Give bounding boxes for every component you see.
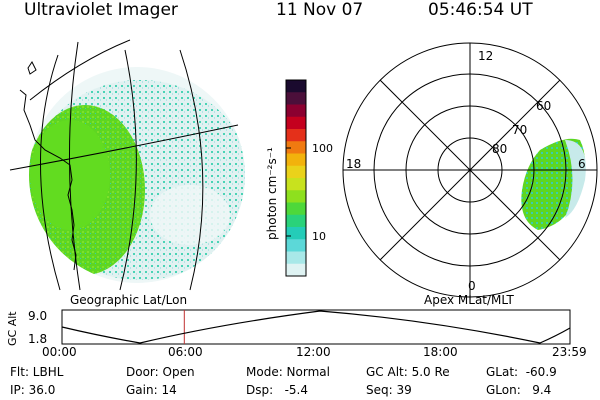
colorbar-band <box>286 202 306 216</box>
colorbar-band <box>286 80 306 93</box>
colorbar-band <box>286 153 306 167</box>
geographic-map <box>9 39 245 291</box>
info-ip: IP: 36.0 <box>10 383 56 397</box>
mlt-label-12: 12 <box>478 49 493 63</box>
altitude-plot: GC Alt 9.0 1.8 <box>6 309 571 346</box>
colorbar-band <box>286 92 306 105</box>
colorbar-band <box>286 227 306 240</box>
lat-label-70: 70 <box>512 123 527 137</box>
info-gain: Gain: 14 <box>126 383 177 397</box>
xtick-2: 12:00 <box>296 345 331 359</box>
altitude-ytick-bottom: 1.8 <box>28 332 47 346</box>
xtick-1: 06:00 <box>168 345 203 359</box>
info-seq: Seq: 39 <box>366 383 412 397</box>
coastline <box>19 61 77 271</box>
colorbar-band <box>286 141 306 154</box>
info-glat: GLat: -60.9 <box>486 365 557 379</box>
colorbar-band <box>286 116 306 130</box>
colorbar-band <box>286 214 306 228</box>
lat-label-80: 80 <box>492 142 507 156</box>
polar-image <box>521 138 586 230</box>
info-mode: Mode: Normal <box>246 365 330 379</box>
altitude-ylabel: GC Alt <box>6 311 19 346</box>
time-label: 05:46:54 UT <box>428 0 533 20</box>
colorbar-band <box>286 129 306 142</box>
colorbar-band <box>286 190 306 203</box>
colorbar-band <box>286 239 306 252</box>
info-door: Door: Open <box>126 365 195 379</box>
colorbar-band <box>286 251 306 265</box>
lat-label-60: 60 <box>536 99 551 113</box>
info-glon: GLon: 9.4 <box>486 383 552 397</box>
colorbar-unit-label: photon cm⁻²s⁻¹ <box>265 147 279 240</box>
mlt-label-18: 18 <box>346 157 361 171</box>
colorbar-band <box>286 178 306 191</box>
altitude-ytick-top: 9.0 <box>28 309 47 323</box>
colorbar-tick-100: 100 <box>312 142 333 155</box>
xtick-0: 00:00 <box>42 345 77 359</box>
info-gc-alt: GC Alt: 5.0 Re <box>366 365 450 379</box>
colorbar-band <box>286 165 306 179</box>
altitude-frame <box>61 309 571 345</box>
polar-plot: 12 18 6 0 60 70 80 <box>342 42 598 298</box>
mlt-label-0: 0 <box>468 279 476 293</box>
polar-plot-label: Apex MLat/MLT <box>424 293 514 307</box>
altitude-curve <box>61 310 571 344</box>
colorbar: 100 10 photon cm⁻²s⁻¹ <box>265 79 333 277</box>
colorbar-band <box>286 104 306 118</box>
mlt-label-6: 6 <box>578 157 586 171</box>
instrument-title: Ultraviolet Imager <box>24 0 178 20</box>
geo-image <box>29 67 245 283</box>
header: Ultraviolet Imager 11 Nov 07 05:46:54 UT <box>0 0 600 24</box>
colorbar-band <box>286 263 306 277</box>
polar-grid <box>342 42 598 298</box>
xtick-4: 23:59 <box>552 345 587 359</box>
xtick-3: 18:00 <box>423 345 458 359</box>
info-filter: Flt: LBHL <box>10 365 64 379</box>
date-label: 11 Nov 07 <box>276 0 364 20</box>
info-dsp: Dsp: -5.4 <box>246 383 309 397</box>
colorbar-gradient <box>286 80 306 277</box>
geo-map-label: Geographic Lat/Lon <box>70 293 188 307</box>
colorbar-tick-10: 10 <box>312 230 326 243</box>
